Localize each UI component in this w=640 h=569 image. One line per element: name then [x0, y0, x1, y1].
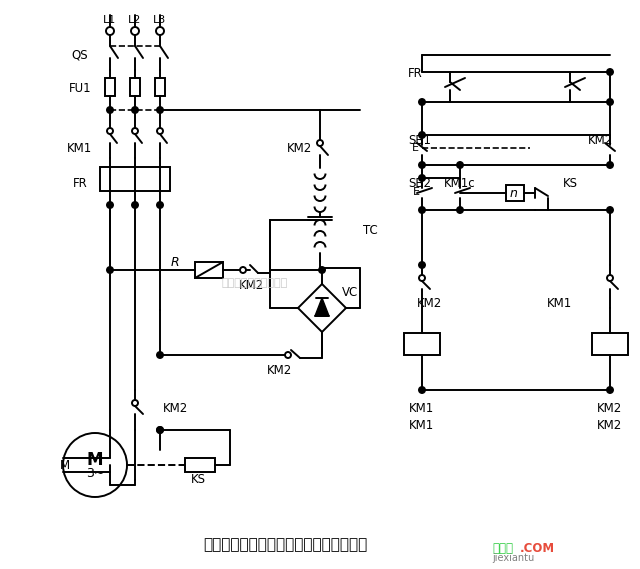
- Text: KM1: KM1: [410, 402, 435, 414]
- Circle shape: [157, 352, 163, 358]
- Circle shape: [107, 267, 113, 273]
- Circle shape: [157, 427, 163, 433]
- Circle shape: [419, 132, 425, 138]
- Text: SB1: SB1: [408, 134, 431, 146]
- Polygon shape: [315, 298, 329, 316]
- Circle shape: [157, 202, 163, 208]
- Bar: [404, 333, 440, 355]
- Text: KM2: KM2: [417, 296, 443, 310]
- Text: KS: KS: [563, 176, 577, 189]
- Circle shape: [132, 202, 138, 208]
- Text: SB2: SB2: [408, 176, 431, 189]
- Bar: [105, 78, 115, 96]
- Text: KM2: KM2: [163, 402, 188, 414]
- Circle shape: [107, 107, 113, 113]
- Text: jiexiantu: jiexiantu: [492, 553, 534, 563]
- Circle shape: [607, 387, 613, 393]
- Bar: [195, 262, 223, 278]
- Text: FR: FR: [408, 67, 423, 80]
- Bar: [100, 167, 170, 191]
- Text: KS: KS: [191, 472, 205, 485]
- Bar: [130, 78, 140, 96]
- Text: M: M: [60, 459, 70, 472]
- Bar: [155, 78, 165, 96]
- Text: M: M: [87, 451, 103, 469]
- Text: KM2: KM2: [268, 364, 292, 377]
- Bar: [592, 333, 628, 355]
- Text: FU1: FU1: [68, 81, 92, 94]
- Text: 杭州将睿科技有限公司: 杭州将睿科技有限公司: [222, 278, 288, 288]
- Text: KM2: KM2: [239, 278, 264, 291]
- Text: E: E: [412, 143, 419, 153]
- Circle shape: [419, 99, 425, 105]
- Text: 接线图: 接线图: [492, 542, 513, 555]
- Text: .COM: .COM: [520, 542, 555, 555]
- Circle shape: [419, 387, 425, 393]
- Circle shape: [132, 107, 138, 113]
- Text: KM1: KM1: [410, 419, 435, 431]
- Text: L3: L3: [154, 15, 166, 25]
- Circle shape: [419, 262, 425, 268]
- Circle shape: [607, 162, 613, 168]
- Circle shape: [107, 202, 113, 208]
- Text: VC: VC: [342, 286, 358, 299]
- Text: FR: FR: [72, 176, 88, 189]
- Text: KM2: KM2: [597, 419, 623, 431]
- Bar: [506, 185, 524, 201]
- Text: KM1: KM1: [67, 142, 93, 155]
- Bar: [185, 458, 215, 472]
- Circle shape: [607, 69, 613, 75]
- Text: KM2: KM2: [287, 142, 312, 155]
- Text: E: E: [413, 187, 420, 197]
- Text: R: R: [171, 255, 179, 269]
- Text: 3~: 3~: [86, 467, 104, 480]
- Text: QS: QS: [72, 48, 88, 61]
- Text: KM2: KM2: [597, 402, 623, 414]
- Circle shape: [457, 207, 463, 213]
- Circle shape: [607, 207, 613, 213]
- Circle shape: [419, 175, 425, 181]
- Circle shape: [419, 207, 425, 213]
- Circle shape: [157, 107, 163, 113]
- Circle shape: [607, 99, 613, 105]
- Circle shape: [157, 427, 163, 433]
- Text: KM2: KM2: [588, 134, 613, 146]
- Circle shape: [319, 267, 325, 273]
- Text: KM1c: KM1c: [444, 176, 476, 189]
- Text: KM1: KM1: [547, 296, 573, 310]
- Text: L2: L2: [128, 15, 141, 25]
- Circle shape: [419, 162, 425, 168]
- Text: n: n: [510, 187, 518, 200]
- Text: TC: TC: [363, 224, 378, 237]
- Text: 以速度原则控制的单向能耗制动控制线路: 以速度原则控制的单向能耗制动控制线路: [203, 538, 367, 552]
- Text: L1: L1: [104, 15, 116, 25]
- Circle shape: [457, 162, 463, 168]
